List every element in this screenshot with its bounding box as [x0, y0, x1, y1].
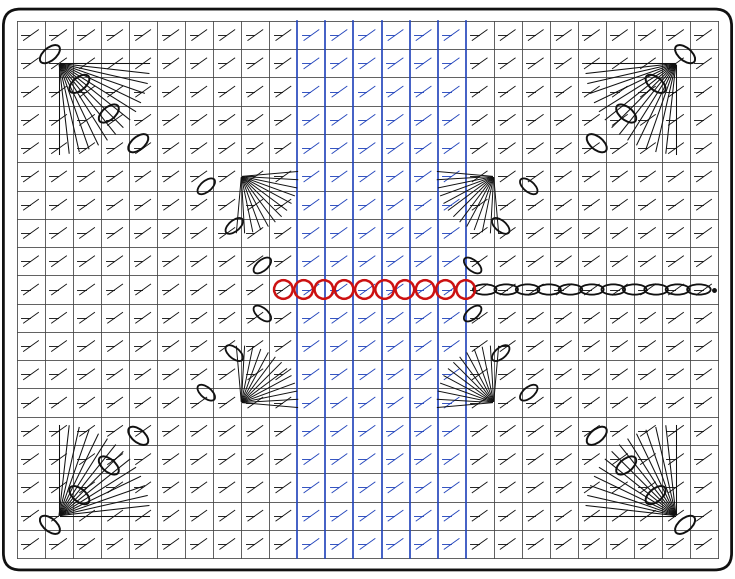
FancyBboxPatch shape: [4, 9, 731, 570]
